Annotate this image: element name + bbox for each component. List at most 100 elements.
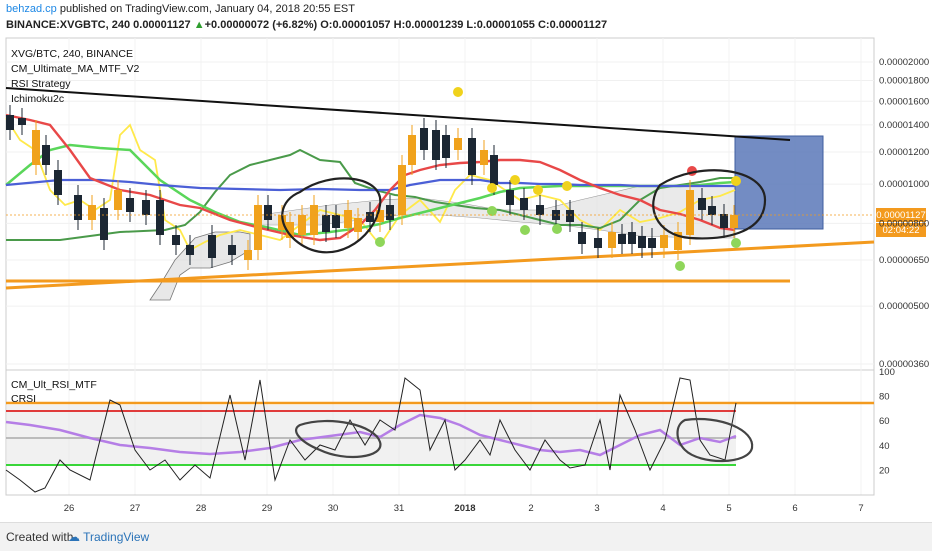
candle[interactable] [594,238,602,248]
tradingview-link[interactable]: ☁ TradingView [68,530,149,544]
signal-dot[interactable] [562,181,572,191]
last-price: 0.00001127 [133,19,191,31]
candle[interactable] [186,245,194,255]
candle[interactable] [18,118,26,125]
candle[interactable] [708,206,716,215]
candle[interactable] [468,138,476,175]
candle[interactable] [698,198,706,210]
time-axis[interactable]: 26 27 28 29 30 31 2018 2 3 4 5 6 7 [64,503,864,514]
change-value: +0.00000072 (+6.82%) [204,19,318,31]
candle[interactable] [490,155,498,185]
open-value: O:0.00001057 [320,19,391,31]
candle[interactable] [442,135,450,158]
price-tick-label: 0.00002000 [879,57,929,68]
candle[interactable] [344,210,352,228]
candle[interactable] [244,250,252,260]
candle[interactable] [506,190,514,205]
time-tick-label: 28 [196,503,207,514]
candle[interactable] [660,235,668,248]
signal-dot[interactable] [487,206,497,216]
candle[interactable] [520,198,528,210]
candle[interactable] [126,198,134,212]
candle[interactable] [386,205,394,220]
signal-dot[interactable] [487,183,497,193]
candle[interactable] [6,115,14,130]
candle[interactable] [608,232,616,248]
candle[interactable] [674,232,682,250]
candle[interactable] [286,222,294,238]
candle[interactable] [628,232,636,244]
price-axis[interactable]: 0.00002000 0.00001800 0.00001600 0.00001400… [879,57,929,370]
time-tick-label: 4 [660,503,665,514]
annotation-circle[interactable] [652,169,767,240]
candle[interactable] [264,205,272,220]
candle[interactable] [228,245,236,255]
time-tick-label: 26 [64,503,75,514]
annotation-circle[interactable] [281,177,382,254]
candle[interactable] [32,130,40,165]
candle[interactable] [730,215,738,228]
price-chart[interactable]: 0.00001127 02:04:22 0.00002000 0.00001800… [0,0,932,522]
candle[interactable] [42,145,50,165]
candle[interactable] [88,205,96,220]
candle[interactable] [172,235,180,245]
legend-rsi-strategy: RSI Strategy [11,78,71,90]
candle[interactable] [566,210,574,222]
annotation-circle[interactable] [676,417,754,463]
signal-dot[interactable] [552,224,562,234]
signal-dot[interactable] [675,261,685,271]
candle[interactable] [618,234,626,244]
rsi-legend-crsi: CRSI [11,393,36,405]
price-tick-label: 0.00001800 [879,76,929,87]
candle[interactable] [156,200,164,235]
low-value: L:0.00001055 [466,19,535,31]
candle[interactable] [100,208,108,240]
publisher-link[interactable]: behzad.cp [6,3,57,15]
high-value: H:0.00001239 [393,19,464,31]
signal-dot[interactable] [510,175,520,185]
annotation-circle[interactable] [295,419,382,459]
signal-dot[interactable] [731,238,741,248]
candle[interactable] [432,130,440,160]
candle[interactable] [480,150,488,165]
rsi-axis[interactable]: 100 80 60 40 20 [879,367,895,476]
candle[interactable] [142,200,150,215]
crsi-line [5,413,737,457]
signal-dot[interactable] [453,87,463,97]
candle[interactable] [686,190,694,235]
candle[interactable] [54,170,62,195]
candle[interactable] [332,215,340,228]
candle[interactable] [648,238,656,248]
candle[interactable] [322,215,330,232]
signal-dot[interactable] [520,225,530,235]
candle[interactable] [310,205,318,235]
candle[interactable] [638,236,646,248]
rsi-line [5,377,737,493]
candle[interactable] [398,165,406,215]
signal-dot[interactable] [375,237,385,247]
candle[interactable] [354,218,362,232]
target-zone[interactable] [734,135,824,230]
candle[interactable] [114,190,122,210]
published-text: published on TradingView.com, January 04… [59,3,355,15]
signal-dot[interactable] [731,176,741,186]
countdown-badge-text: 02:04:22 [883,225,920,236]
candle[interactable] [376,210,384,222]
candle[interactable] [298,215,306,235]
candle[interactable] [254,205,262,250]
candle[interactable] [366,212,374,222]
time-tick-label: 27 [130,503,141,514]
candle[interactable] [454,138,462,150]
time-tick-label: 2018 [454,503,475,514]
countdown-badge [876,223,926,237]
candle[interactable] [720,214,728,228]
candle[interactable] [536,205,544,215]
candle[interactable] [408,135,416,165]
signal-dot[interactable] [533,185,543,195]
publish-line: behzad.cp published on TradingView.com, … [6,3,355,15]
candle[interactable] [420,128,428,150]
candle[interactable] [74,195,82,220]
candle[interactable] [578,232,586,244]
resistance-trendline[interactable] [5,87,791,141]
candle[interactable] [208,235,216,258]
